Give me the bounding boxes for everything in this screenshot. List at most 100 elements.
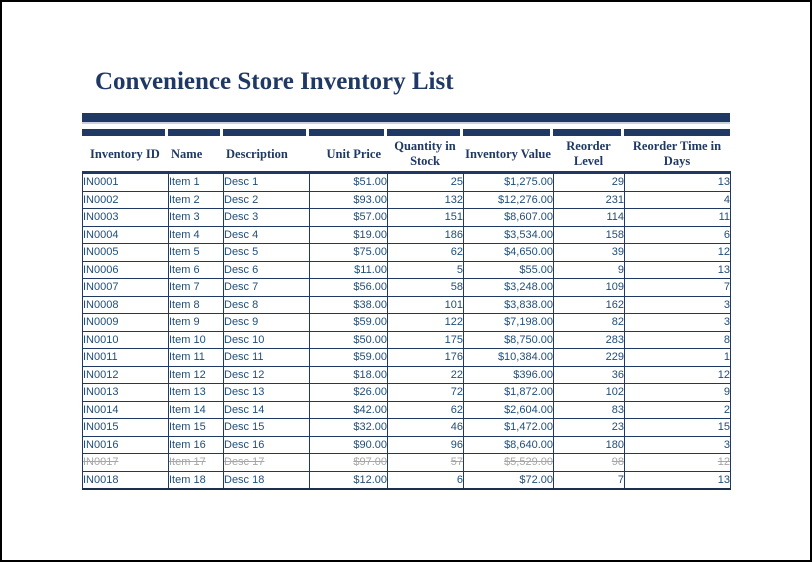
cell-desc: Desc 1 bbox=[223, 172, 310, 192]
table-row: IN0006 Item 6 Desc 6 $11.00 5 $55.00 9 13 bbox=[82, 260, 731, 279]
cell-id: IN0007 bbox=[82, 278, 169, 297]
cell-name: Item 9 bbox=[168, 313, 224, 332]
cell-reorder_days: 3 bbox=[624, 295, 731, 314]
cell-name: Item 2 bbox=[168, 190, 224, 209]
cell-reorder_days: 11 bbox=[624, 208, 731, 227]
cell-qty: 186 bbox=[387, 225, 464, 244]
cell-reorder_level: 180 bbox=[553, 435, 625, 454]
cell-id: IN0011 bbox=[82, 348, 169, 367]
column-header-value: Inventory Value bbox=[465, 146, 551, 161]
table-row: IN0014 Item 14 Desc 14 $42.00 62 $2,604.00 83 2 bbox=[82, 400, 731, 419]
cell-price: $93.00 bbox=[309, 190, 388, 209]
cell-qty: 25 bbox=[387, 172, 464, 192]
cell-qty: 176 bbox=[387, 348, 464, 367]
cell-name: Item 14 bbox=[168, 400, 224, 419]
cell-reorder_level: 98 bbox=[553, 453, 625, 472]
cell-name: Item 16 bbox=[168, 435, 224, 454]
cell-name: Item 11 bbox=[168, 348, 224, 367]
table-row: IN0005 Item 5 Desc 5 $75.00 62 $4,650.00 39 12 bbox=[82, 243, 731, 262]
cell-reorder_days: 3 bbox=[624, 313, 731, 332]
cell-price: $11.00 bbox=[309, 260, 388, 279]
cell-desc: Desc 4 bbox=[223, 225, 310, 244]
cell-id: IN0001 bbox=[82, 172, 169, 192]
cell-value: $8,750.00 bbox=[463, 330, 554, 349]
table-row: IN0016 Item 16 Desc 16 $90.00 96 $8,640.00 180… bbox=[82, 435, 731, 454]
cell-value: $2,604.00 bbox=[463, 400, 554, 419]
cell-qty: 46 bbox=[387, 418, 464, 437]
cell-name: Item 15 bbox=[168, 418, 224, 437]
cell-price: $90.00 bbox=[309, 435, 388, 454]
cell-reorder_level: 83 bbox=[553, 400, 625, 419]
cell-id: IN0012 bbox=[82, 365, 169, 384]
cell-id: IN0010 bbox=[82, 330, 169, 349]
cell-id: IN0003 bbox=[82, 208, 169, 227]
cell-price: $50.00 bbox=[309, 330, 388, 349]
header-accent-segment bbox=[168, 129, 223, 136]
cell-reorder_days: 7 bbox=[624, 278, 731, 297]
cell-value: $1,472.00 bbox=[463, 418, 554, 437]
cell-name: Item 6 bbox=[168, 260, 224, 279]
column-header-price: Unit Price bbox=[326, 146, 382, 161]
inventory-table: IN0001 Item 1 Desc 1 $51.00 25 $1,275.00 29 13 I… bbox=[82, 171, 731, 490]
cell-name: Item 4 bbox=[168, 225, 224, 244]
cell-id: IN0015 bbox=[82, 418, 169, 437]
cell-value: $3,248.00 bbox=[463, 278, 554, 297]
cell-value: $5,529.00 bbox=[463, 453, 554, 472]
cell-price: $26.00 bbox=[309, 383, 388, 402]
cell-price: $56.00 bbox=[309, 278, 388, 297]
cell-reorder_days: 3 bbox=[624, 435, 731, 454]
cell-id: IN0016 bbox=[82, 435, 169, 454]
column-header-id: Inventory ID bbox=[90, 146, 160, 161]
table-row: IN0013 Item 13 Desc 13 $26.00 72 $1,872.00 102… bbox=[82, 383, 731, 402]
cell-price: $97.00 bbox=[309, 453, 388, 472]
cell-price: $32.00 bbox=[309, 418, 388, 437]
cell-value: $12,276.00 bbox=[463, 190, 554, 209]
cell-reorder_level: 9 bbox=[553, 260, 625, 279]
header-accent-segment bbox=[223, 129, 309, 136]
cell-value: $10,384.00 bbox=[463, 348, 554, 367]
cell-id: IN0013 bbox=[82, 383, 169, 402]
cell-id: IN0005 bbox=[82, 243, 169, 262]
cell-name: Item 10 bbox=[168, 330, 224, 349]
cell-value: $1,275.00 bbox=[463, 172, 554, 192]
header-row: Inventory ID Name Description Unit Price Qua… bbox=[82, 137, 730, 171]
cell-desc: Desc 14 bbox=[223, 400, 310, 419]
cell-qty: 96 bbox=[387, 435, 464, 454]
cell-qty: 58 bbox=[387, 278, 464, 297]
cell-desc: Desc 2 bbox=[223, 190, 310, 209]
cell-reorder_level: 102 bbox=[553, 383, 625, 402]
column-header-reorder_level: Reorder Level bbox=[566, 139, 611, 168]
cell-id: IN0008 bbox=[82, 295, 169, 314]
cell-id: IN0004 bbox=[82, 225, 169, 244]
cell-reorder_level: 162 bbox=[553, 295, 625, 314]
page-title: Convenience Store Inventory List bbox=[95, 68, 454, 95]
cell-desc: Desc 13 bbox=[223, 383, 310, 402]
cell-price: $57.00 bbox=[309, 208, 388, 227]
cell-reorder_days: 13 bbox=[624, 260, 731, 279]
table-row: IN0003 Item 3 Desc 3 $57.00 151 $8,607.00 114 1… bbox=[82, 208, 731, 227]
column-header-reorder_days: Reorder Time in Days bbox=[632, 139, 722, 168]
cell-reorder_days: 12 bbox=[624, 453, 731, 472]
cell-reorder_days: 13 bbox=[624, 470, 731, 490]
cell-reorder_level: 114 bbox=[553, 208, 625, 227]
cell-reorder_level: 23 bbox=[553, 418, 625, 437]
cell-value: $55.00 bbox=[463, 260, 554, 279]
cell-reorder_days: 12 bbox=[624, 243, 731, 262]
cell-price: $38.00 bbox=[309, 295, 388, 314]
cell-reorder_days: 8 bbox=[624, 330, 731, 349]
cell-id: IN0006 bbox=[82, 260, 169, 279]
cell-name: Item 1 bbox=[168, 172, 224, 192]
cell-id: IN0002 bbox=[82, 190, 169, 209]
cell-reorder_level: 36 bbox=[553, 365, 625, 384]
cell-reorder_days: 12 bbox=[624, 365, 731, 384]
cell-desc: Desc 11 bbox=[223, 348, 310, 367]
cell-id: IN0018 bbox=[82, 470, 169, 490]
cell-value: $8,607.00 bbox=[463, 208, 554, 227]
cell-qty: 57 bbox=[387, 453, 464, 472]
cell-desc: Desc 8 bbox=[223, 295, 310, 314]
cell-reorder_days: 9 bbox=[624, 383, 731, 402]
cell-reorder_level: 158 bbox=[553, 225, 625, 244]
header-accent-segment bbox=[82, 129, 168, 136]
header-accent-bar bbox=[82, 129, 730, 136]
